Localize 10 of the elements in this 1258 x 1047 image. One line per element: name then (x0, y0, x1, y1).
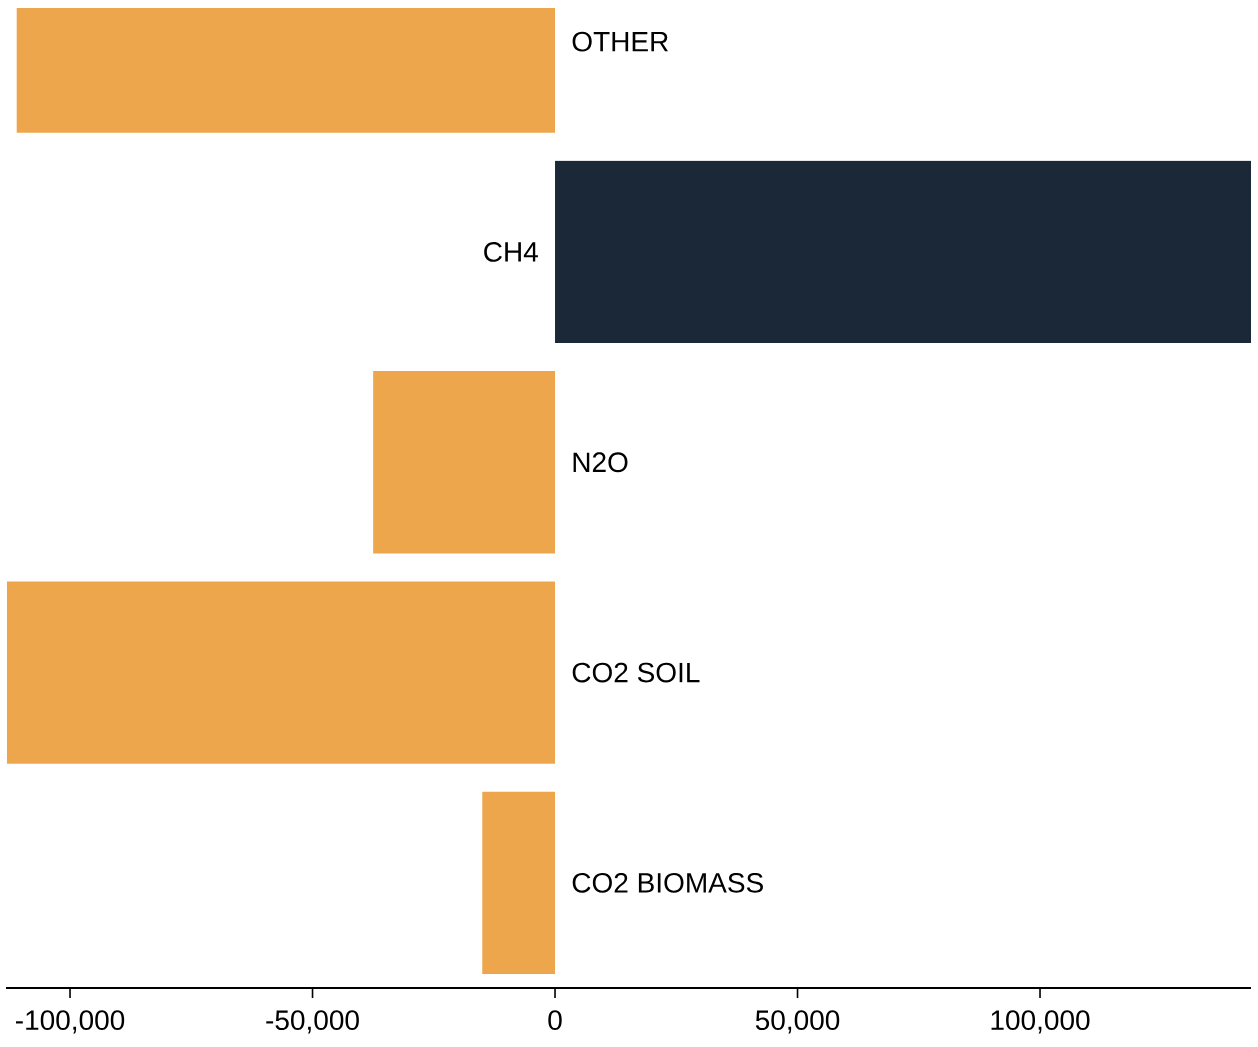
y-tick-label: CH4 (484, 242, 538, 262)
x-tick-label: 100,000 (991, 1010, 1090, 1034)
y-tick-label: CO2 BIOMASS (572, 872, 763, 893)
x-tick-label: 50,000 (755, 1010, 840, 1034)
x-tick-label: -50,000 (266, 1010, 359, 1034)
x-tick-label: 0 (548, 1010, 562, 1031)
y-tick-label: CO2 SOIL (572, 662, 700, 683)
y-tick-label: N2O (573, 452, 628, 473)
y-tick-label: OTHER (572, 31, 668, 52)
x-tick-label: -100,000 (15, 1010, 125, 1034)
